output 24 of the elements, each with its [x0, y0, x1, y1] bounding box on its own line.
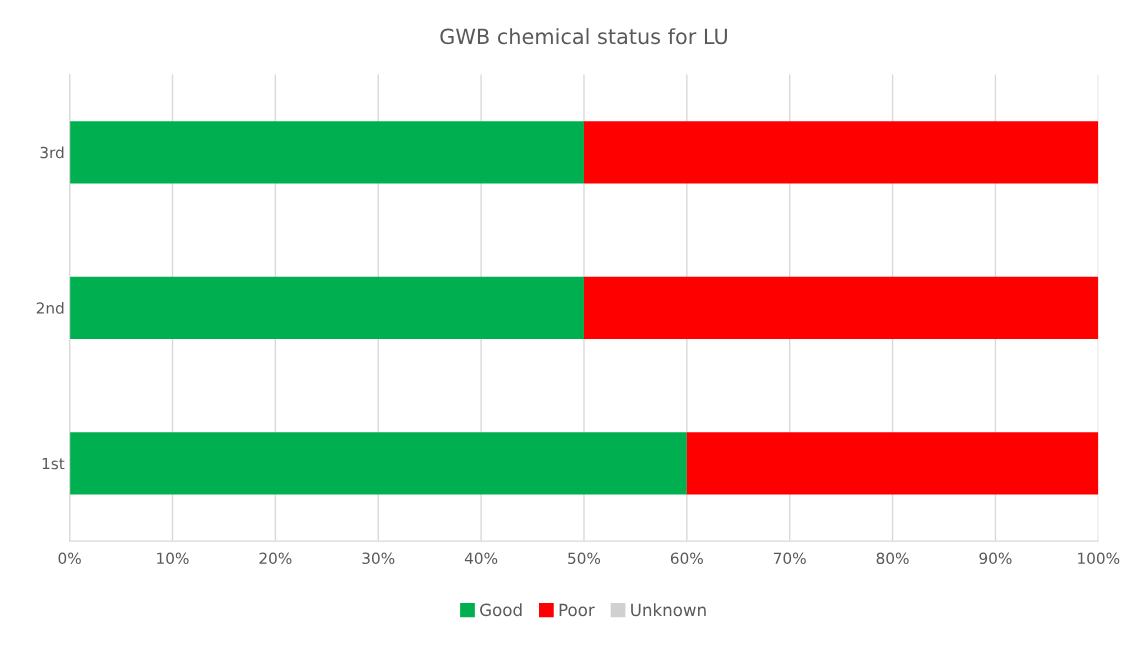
- x-tick-label: 20%: [259, 552, 292, 565]
- bar: [686, 432, 1099, 495]
- x-tick-label: 40%: [464, 552, 498, 565]
- x-tick-label: 90%: [979, 552, 1012, 565]
- bar: [69, 276, 584, 339]
- bar: [583, 276, 1099, 339]
- x-tick-label: 60%: [670, 552, 703, 565]
- x-tick-label: 50%: [568, 552, 601, 565]
- bar: [583, 121, 1099, 184]
- x-tick-label: 0%: [58, 552, 81, 565]
- legend-label: Good: [480, 603, 522, 617]
- x-tick-label: 10%: [157, 552, 189, 565]
- bar: [69, 121, 584, 184]
- x-tick-label: 100%: [1078, 552, 1120, 565]
- x-tick-label: 70%: [773, 552, 806, 565]
- x-tick-label: 80%: [876, 552, 909, 565]
- x-tick-label: 30%: [362, 552, 395, 565]
- bar: [69, 432, 687, 495]
- chart-title: GWB chemical status for LU: [440, 28, 727, 45]
- legend-label: Unknown: [631, 603, 706, 617]
- y-tick-label: 2nd: [36, 302, 64, 314]
- y-tick-label: 1st: [42, 457, 65, 470]
- legend-label: Poor: [559, 603, 595, 617]
- y-tick-label: 3rd: [40, 146, 64, 159]
